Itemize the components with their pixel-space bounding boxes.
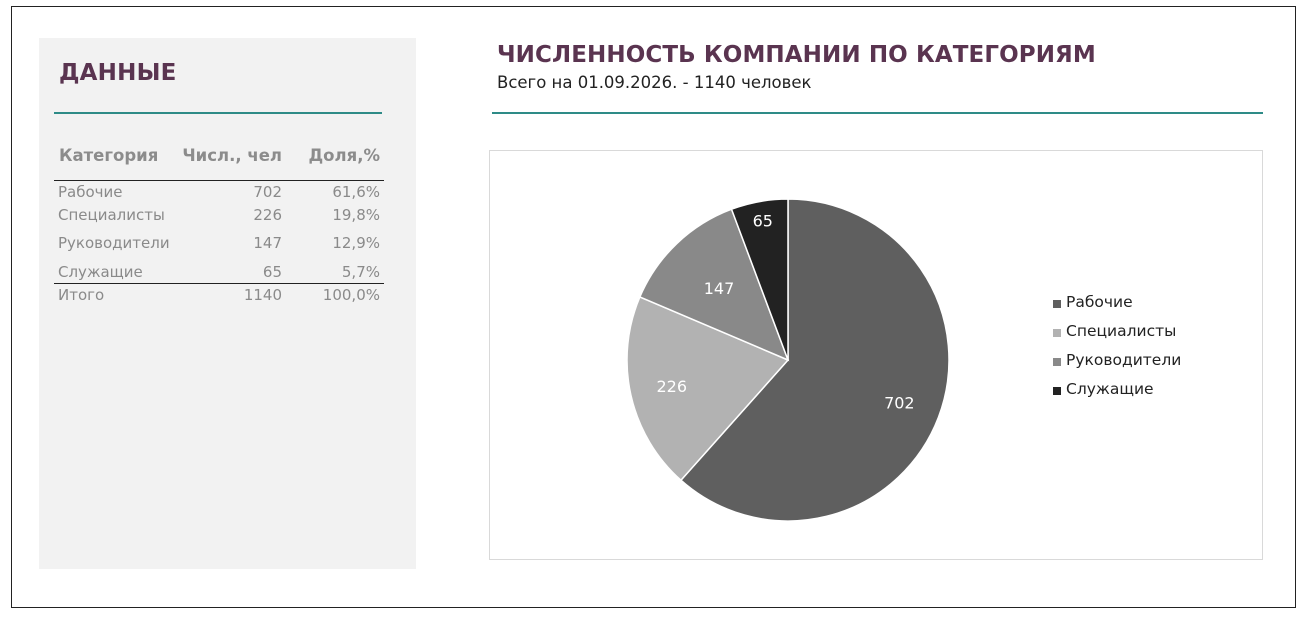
table-row: Служащие 65 5,7% xyxy=(54,263,384,285)
chart-title: ЧИСЛЕННОСТЬ КОМПАНИИ ПО КАТЕГОРИЯМ xyxy=(497,42,1096,68)
row-category: Специалисты xyxy=(58,206,165,224)
row-share: 61,6% xyxy=(332,183,380,201)
legend-label: Специалисты xyxy=(1066,322,1177,340)
chart-title-rule xyxy=(492,112,1263,114)
panel-title-rule xyxy=(54,112,382,114)
legend-label: Руководители xyxy=(1066,351,1182,369)
total-share: 100,0% xyxy=(322,286,380,304)
row-share: 12,9% xyxy=(332,234,380,252)
data-panel xyxy=(39,38,416,569)
table-row: Руководители 147 12,9% xyxy=(54,234,384,256)
pie-data-label: 65 xyxy=(753,212,773,231)
header-share: Доля,% xyxy=(308,146,380,165)
legend-label: Рабочие xyxy=(1066,293,1133,311)
pie-slice-4 xyxy=(730,198,789,361)
row-count: 226 xyxy=(253,206,282,224)
total-count: 1140 xyxy=(243,286,282,304)
legend-swatch xyxy=(1053,300,1061,308)
pie-data-label: 702 xyxy=(884,393,915,412)
row-category: Руководители xyxy=(58,234,170,252)
header-count: Числ., чел xyxy=(182,146,282,165)
pie-slice-2 xyxy=(626,295,790,482)
pie-data-label: 147 xyxy=(704,279,735,298)
header-category: Категория xyxy=(59,146,159,165)
row-share: 19,8% xyxy=(332,206,380,224)
legend-swatch xyxy=(1053,358,1061,366)
panel-title: ДАННЫЕ xyxy=(59,60,177,86)
row-category: Служащие xyxy=(58,263,143,281)
legend-swatch xyxy=(1053,387,1061,395)
pie-slice-3 xyxy=(638,208,790,362)
table-row: Специалисты 226 19,8% xyxy=(54,206,384,228)
legend-label: Служащие xyxy=(1066,380,1154,398)
pie-slice-1 xyxy=(679,198,950,522)
total-category: Итого xyxy=(58,286,105,304)
row-count: 65 xyxy=(262,263,282,281)
total-rule xyxy=(54,283,384,284)
pie-data-label: 226 xyxy=(656,377,687,396)
row-share: 5,7% xyxy=(341,263,380,281)
row-category: Рабочие xyxy=(58,183,123,201)
row-count: 702 xyxy=(253,183,282,201)
table-row: Рабочие 702 61,6% xyxy=(54,183,384,205)
header-rule xyxy=(54,180,384,181)
total-row: Итого 1140 100,0% xyxy=(54,286,384,308)
legend-swatch xyxy=(1053,329,1061,337)
row-count: 147 xyxy=(253,234,282,252)
chart-subtitle: Всего на 01.09.2026. - 1140 человек xyxy=(497,73,812,92)
